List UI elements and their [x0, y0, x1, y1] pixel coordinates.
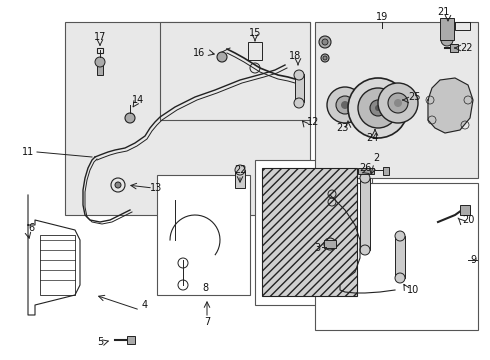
Circle shape [322, 39, 328, 45]
Text: 11: 11 [22, 147, 34, 157]
Bar [440, 18, 454, 40]
Circle shape [394, 99, 402, 107]
Text: 23: 23 [336, 123, 348, 133]
Circle shape [217, 52, 227, 62]
Bar [450, 44, 458, 52]
Text: 3: 3 [314, 243, 320, 253]
Text: 13: 13 [150, 183, 162, 193]
Circle shape [321, 54, 329, 62]
Circle shape [336, 96, 354, 114]
Bar [40, 235, 75, 295]
Circle shape [375, 105, 381, 111]
Circle shape [115, 182, 121, 188]
Circle shape [294, 98, 304, 108]
Circle shape [323, 56, 327, 60]
Circle shape [370, 100, 386, 116]
Circle shape [348, 78, 408, 138]
Bar [127, 336, 135, 344]
Text: 21: 21 [437, 7, 449, 17]
Text: 18: 18 [289, 51, 301, 61]
Circle shape [441, 34, 453, 46]
Text: 19: 19 [376, 12, 388, 22]
Text: 9: 9 [470, 255, 476, 265]
Bar [97, 61, 103, 75]
Text: 6: 6 [28, 223, 34, 233]
Bar [395, 236, 405, 278]
Text: 4: 4 [142, 300, 148, 310]
Bar [262, 168, 357, 296]
Bar [455, 22, 470, 30]
Circle shape [319, 36, 331, 48]
Circle shape [358, 88, 398, 128]
Text: 22: 22 [234, 165, 246, 175]
Text: 22: 22 [460, 43, 472, 53]
Circle shape [360, 245, 370, 255]
Bar [255, 160, 372, 305]
Text: 7: 7 [204, 317, 210, 327]
Text: 12: 12 [307, 117, 319, 127]
Bar [460, 205, 470, 215]
Bar [324, 240, 336, 248]
Text: 8: 8 [202, 283, 208, 293]
Circle shape [388, 93, 408, 113]
Circle shape [341, 101, 349, 109]
Text: 24: 24 [366, 133, 378, 143]
Circle shape [395, 273, 405, 283]
Bar [315, 22, 478, 178]
Bar [157, 175, 250, 295]
Text: 16: 16 [193, 48, 205, 58]
Text: 14: 14 [132, 95, 144, 105]
Bar [295, 74, 304, 102]
Polygon shape [428, 78, 473, 133]
Text: 25: 25 [408, 92, 420, 102]
Text: 5: 5 [97, 337, 103, 347]
Text: 2: 2 [373, 153, 379, 163]
Bar [65, 22, 310, 215]
Bar [235, 170, 245, 188]
Circle shape [95, 57, 105, 67]
Text: 17: 17 [94, 32, 106, 42]
Circle shape [378, 83, 418, 123]
Text: 10: 10 [407, 285, 419, 295]
Bar [248, 42, 262, 60]
Circle shape [125, 113, 135, 123]
Circle shape [235, 165, 245, 175]
Circle shape [294, 70, 304, 80]
Bar [315, 183, 478, 330]
Circle shape [360, 173, 370, 183]
Text: 20: 20 [462, 215, 474, 225]
Bar [160, 22, 310, 120]
Bar [97, 48, 103, 53]
Text: 26: 26 [359, 163, 371, 173]
Circle shape [395, 231, 405, 241]
Text: 15: 15 [249, 28, 261, 38]
Circle shape [327, 87, 363, 123]
Bar [383, 167, 389, 175]
Bar [360, 178, 370, 250]
Bar [358, 168, 374, 174]
